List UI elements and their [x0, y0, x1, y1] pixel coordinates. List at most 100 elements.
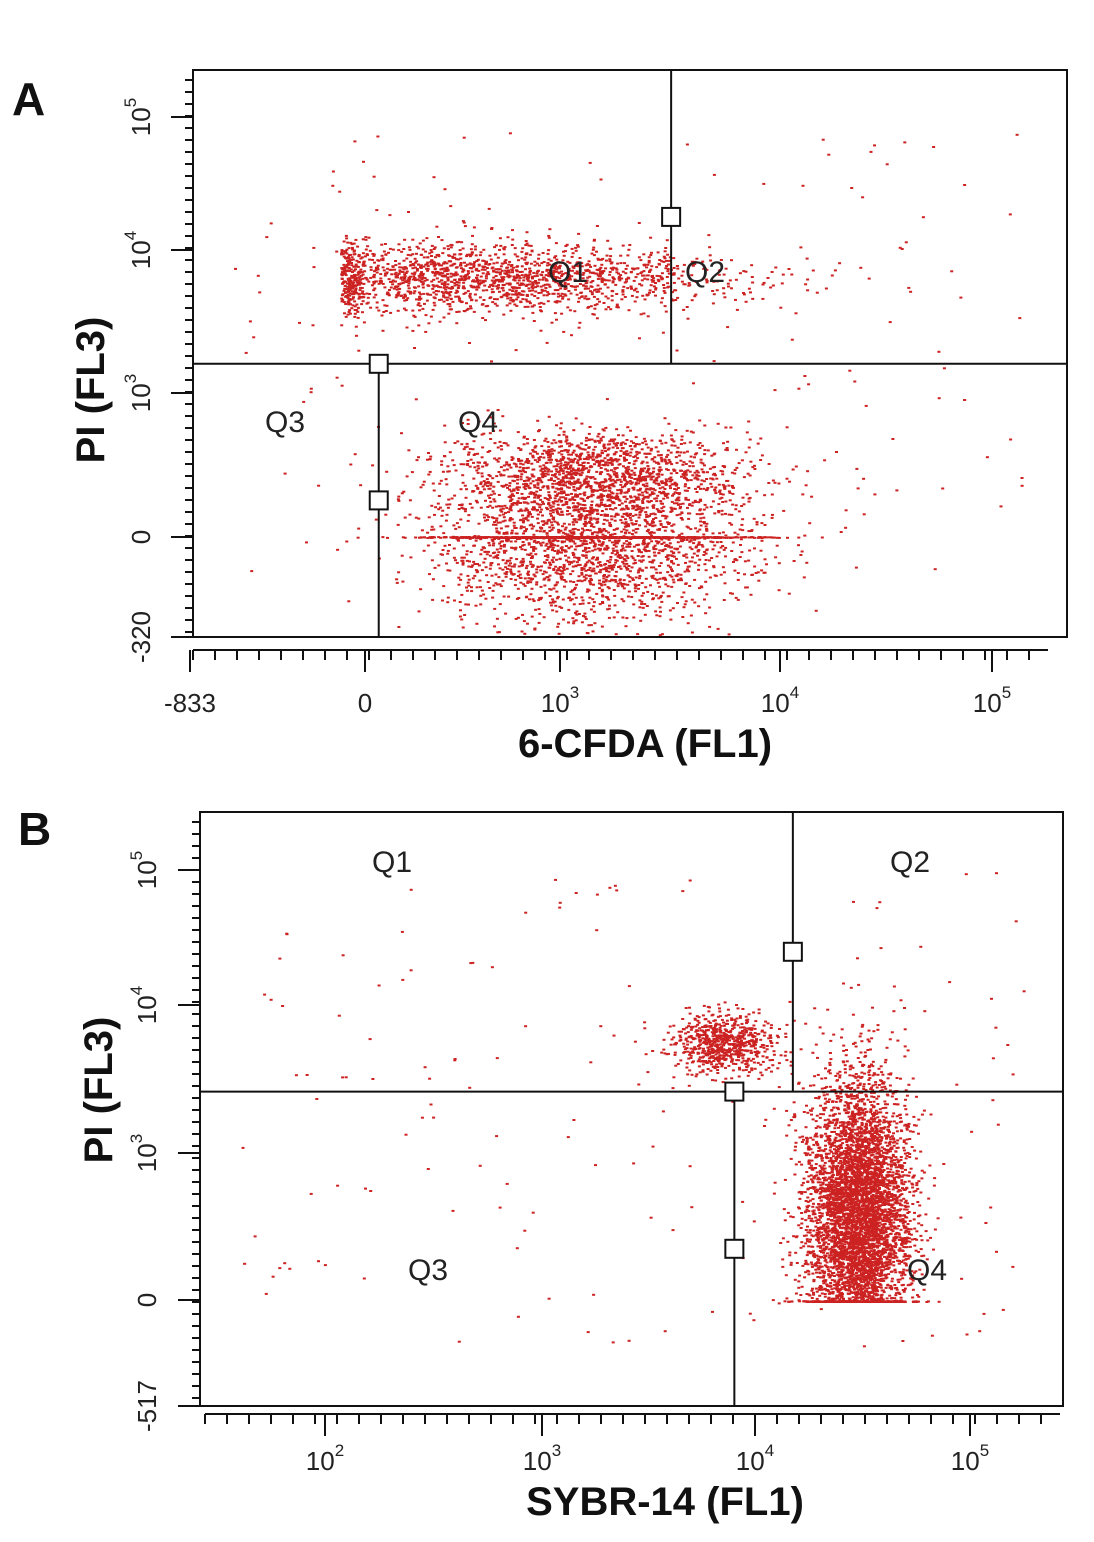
data-point [593, 307, 597, 310]
data-point [480, 456, 484, 459]
data-point [486, 451, 490, 453]
data-point [535, 272, 539, 275]
data-point [396, 293, 400, 296]
data-point [645, 485, 649, 488]
data-point [462, 287, 466, 290]
data-point [526, 502, 530, 505]
data-point [400, 294, 403, 297]
data-point [503, 246, 507, 249]
data-point [368, 293, 372, 295]
data-point [577, 613, 581, 615]
data-point [460, 506, 464, 509]
data-point [648, 514, 651, 517]
data-point [372, 282, 376, 285]
data-point [412, 314, 416, 317]
data-point [533, 496, 537, 499]
data-point [549, 512, 552, 515]
data-point [470, 270, 474, 273]
data-point [605, 485, 609, 488]
data-point [351, 283, 355, 285]
data-point [711, 532, 715, 535]
data-point [675, 483, 679, 486]
data-point [361, 273, 365, 276]
data-point [563, 284, 567, 287]
data-point [619, 254, 623, 257]
data-point [629, 440, 633, 443]
data-point [642, 479, 646, 482]
data-point [591, 248, 595, 251]
data-point [628, 570, 632, 573]
data-point [640, 491, 644, 494]
data-point [515, 304, 519, 307]
data-point [558, 466, 562, 469]
data-point [705, 279, 709, 282]
data-point [524, 285, 528, 287]
data-point [373, 287, 377, 290]
data-point [354, 278, 357, 281]
data-point [722, 548, 726, 551]
data-point [525, 460, 529, 462]
data-point [533, 295, 537, 297]
data-point [446, 279, 450, 282]
data-point [610, 518, 614, 521]
data-point [499, 244, 503, 247]
data-point [347, 247, 351, 250]
data-point [656, 528, 660, 531]
data-point [644, 513, 648, 516]
data-point [652, 481, 656, 484]
data-point [507, 269, 510, 272]
data-point [799, 554, 803, 556]
data-point [571, 521, 575, 524]
data-point [545, 264, 549, 267]
data-point [611, 280, 615, 283]
data-point [560, 492, 564, 495]
data-point [440, 514, 444, 517]
data-point [382, 311, 386, 313]
data-point [580, 265, 584, 268]
data-point [571, 477, 575, 480]
data-point [377, 282, 381, 285]
data-point [499, 540, 503, 543]
data-point [477, 522, 481, 525]
data-point [418, 298, 421, 301]
data-point [543, 283, 547, 286]
data-point [726, 440, 730, 443]
data-point [448, 305, 452, 308]
data-point [698, 587, 701, 590]
data-point [559, 422, 563, 425]
data-point [484, 263, 488, 265]
data-point [465, 559, 469, 562]
data-point [702, 536, 706, 538]
data-point [433, 246, 437, 249]
data-point [491, 506, 495, 509]
data-point [604, 267, 608, 270]
data-point [629, 496, 633, 499]
data-point [653, 524, 657, 527]
data-point [409, 254, 413, 257]
data-point [542, 294, 546, 297]
data-point [480, 569, 484, 572]
data-point [431, 271, 435, 274]
data-point [611, 266, 615, 269]
data-point [658, 275, 662, 278]
data-point [421, 307, 425, 310]
data-point [662, 284, 666, 286]
data-point [623, 296, 627, 298]
data-point [496, 583, 500, 586]
data-point [408, 248, 412, 251]
data-point [724, 546, 728, 549]
data-point [598, 549, 602, 552]
data-point [417, 517, 421, 520]
data-point [559, 468, 563, 470]
data-point [546, 486, 550, 489]
data-point [691, 474, 695, 477]
data-point [650, 439, 654, 442]
data-point [750, 536, 754, 539]
data-point [372, 276, 376, 279]
data-point [533, 260, 537, 263]
data-point [546, 487, 550, 490]
data-point [586, 480, 590, 483]
data-point [528, 271, 532, 274]
data-point [548, 574, 552, 577]
data-point [419, 273, 423, 275]
